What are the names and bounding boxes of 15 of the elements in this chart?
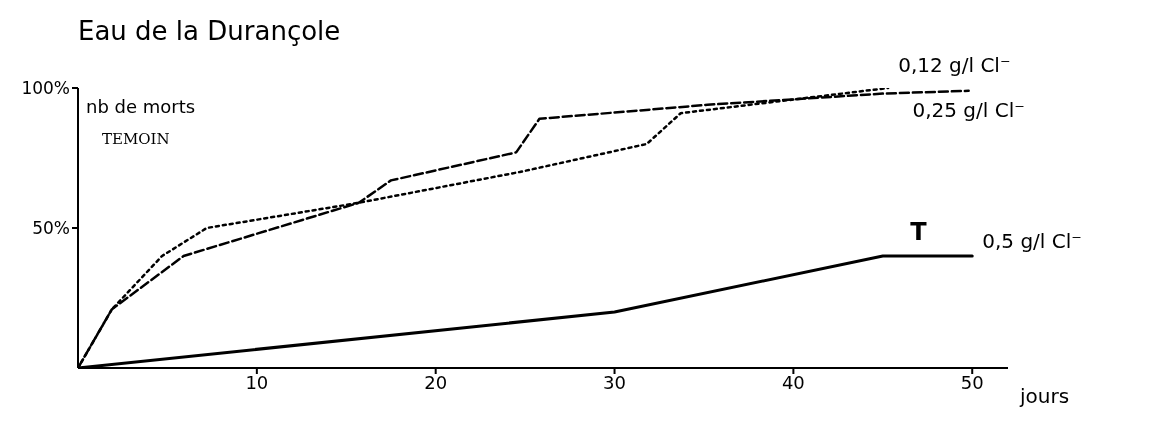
series-label: 0,12 g/l Cl⁻ [898,53,1011,77]
annotation: T [910,218,927,246]
y-tick-label: 100% [21,78,70,99]
x-tick-label: 10 [245,371,269,393]
x-tick-label: 40 [781,371,805,393]
x-tick-label: 30 [603,371,626,393]
y-tick-label: 50% [32,218,70,239]
chart-title: Eau de la Durançole [78,16,341,46]
x-axis-title: jours [1019,384,1070,409]
series-label: 0,25 g/l Cl⁻ [912,97,1025,122]
x-tick-label: 20 [424,371,448,393]
y-axis-title: nb de morts [86,96,196,117]
annotation: TEMOIN [102,130,170,148]
series-label: 0,5 g/l Cl⁻ [982,229,1082,253]
x-tick-label: 50 [960,371,984,393]
